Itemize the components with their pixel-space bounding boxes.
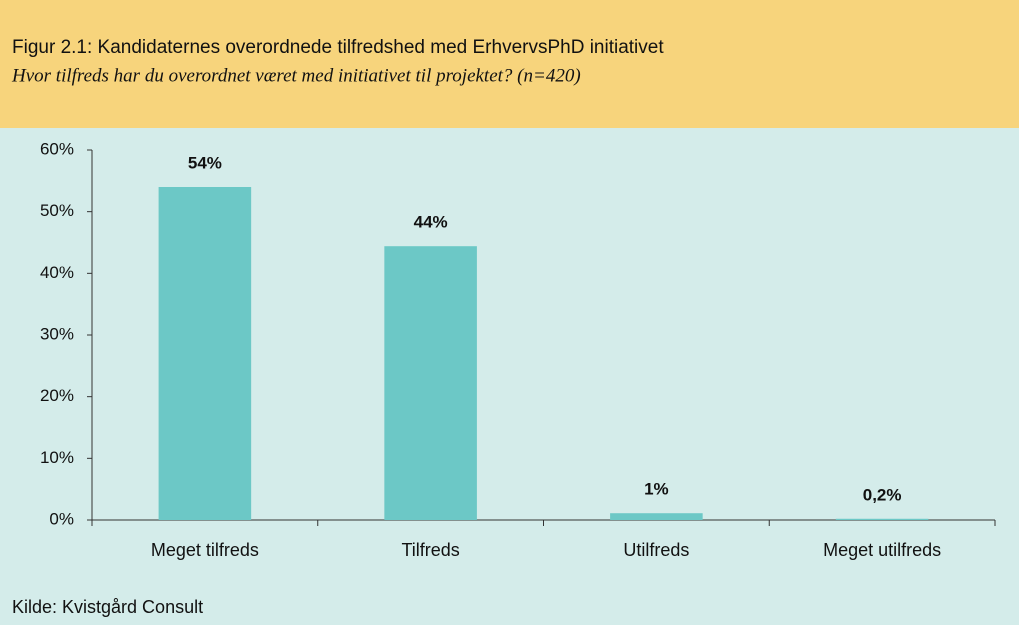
value-label: 0,2% (863, 485, 902, 504)
y-tick-label: 50% (40, 201, 74, 220)
chart-title: Figur 2.1: Kandidaternes overordnede til… (12, 37, 664, 58)
header-band (0, 0, 1019, 128)
bar (158, 187, 252, 520)
y-tick-label: 40% (40, 263, 74, 282)
source: Kilde: Kvistgård Consult (12, 597, 203, 617)
bar (835, 518, 929, 520)
y-tick-label: 0% (49, 509, 74, 528)
value-label: 54% (188, 153, 222, 172)
x-tick-label: Tilfreds (401, 540, 459, 560)
x-tick-label: Utilfreds (623, 540, 689, 560)
value-label: 1% (644, 480, 669, 499)
bar (610, 513, 703, 520)
y-tick-label: 30% (40, 324, 74, 343)
chart-subtitle: Hvor tilfreds har du overordnet været me… (11, 65, 581, 86)
y-tick-label: 60% (40, 139, 74, 158)
y-tick-label: 10% (40, 448, 74, 467)
y-tick-label: 20% (40, 386, 74, 405)
x-tick-label: Meget tilfreds (151, 540, 259, 560)
x-tick-label: Meget utilfreds (823, 540, 941, 560)
bar (384, 246, 477, 520)
value-label: 44% (414, 213, 448, 232)
